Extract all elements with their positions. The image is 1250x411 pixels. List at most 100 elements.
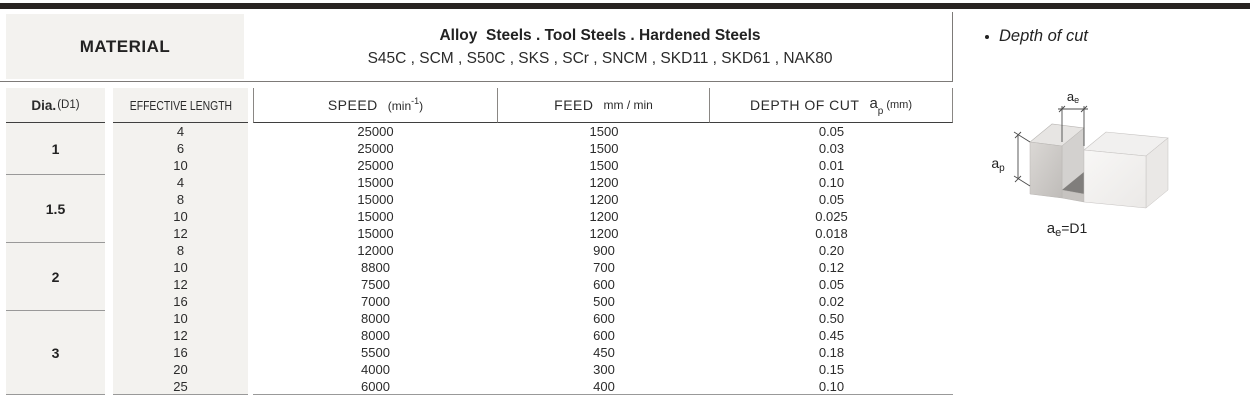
table-row: 12 8000 600 0.45 <box>6 327 953 344</box>
depth-unit: (mm) <box>886 99 912 111</box>
material-value-box: Alloy Steels . Tool Steels . Hardened St… <box>250 14 950 80</box>
top-divider-bar <box>0 3 1250 9</box>
cell-effective-length: 16 <box>173 294 188 309</box>
ae-label: ae <box>1067 89 1079 105</box>
diameter-value: 1.5 <box>6 174 105 242</box>
column-header-effective-length: EFFECTIVE LENGTH <box>113 88 248 123</box>
table-row: 16 5500 450 0.18 <box>6 344 953 361</box>
material-group-title: Alloy Steels . Tool Steels . Hardened St… <box>439 26 761 44</box>
cell-effective-length: 8 <box>176 243 185 258</box>
cutting-conditions-table: 1 4 25000 1500 0.05 6 25000 1500 0.03 10… <box>6 123 953 395</box>
ap-label: ap <box>991 155 1005 174</box>
cell-depth: 0.05 <box>818 124 845 139</box>
table-row: 10 8000 600 0.50 <box>6 310 953 327</box>
cell-depth: 0.20 <box>818 243 845 258</box>
table-row: 10 15000 1200 0.025 <box>6 208 953 225</box>
speed-unit: (min-1) <box>387 96 424 113</box>
cell-depth: 0.018 <box>815 226 848 241</box>
cell-effective-length: 4 <box>176 124 185 139</box>
cell-effective-length: 6 <box>176 141 185 156</box>
cell-feed: 1500 <box>589 124 619 139</box>
cell-effective-length: 10 <box>173 311 188 326</box>
table-row: 8 15000 1200 0.05 <box>6 191 953 208</box>
cell-speed: 15000 <box>357 175 394 190</box>
cell-depth: 0.10 <box>818 175 845 190</box>
column-header-depth-of-cut: DEPTH OF CUT ap (mm) <box>710 88 953 123</box>
ae-dimension <box>1058 105 1088 146</box>
diameter-group-1-5: 1.5 4 15000 1200 0.10 8 15000 1200 0.05 … <box>6 174 953 242</box>
table-row: 12 15000 1200 0.018 <box>6 225 953 242</box>
cell-feed: 600 <box>593 311 615 326</box>
header-right-border <box>952 12 953 82</box>
cell-speed: 15000 <box>357 226 394 241</box>
cell-speed: 4000 <box>361 362 390 377</box>
depth-of-cut-note: Depth of cut <box>985 27 1088 46</box>
cell-feed: 400 <box>593 379 615 394</box>
table-row: 8 12000 900 0.20 <box>6 242 953 259</box>
cell-speed: 6000 <box>361 379 390 394</box>
ap-dimension <box>1013 131 1031 187</box>
table-row: 4 25000 1500 0.05 <box>6 123 953 140</box>
cell-feed: 300 <box>593 362 615 377</box>
diameter-column-background <box>6 123 105 395</box>
table-bottom-line <box>6 394 105 395</box>
depth-of-cut-note-label: Depth of cut <box>999 27 1088 45</box>
cell-feed: 1500 <box>589 141 619 156</box>
table-row: 4 15000 1200 0.10 <box>6 174 953 191</box>
cell-speed: 25000 <box>357 158 394 173</box>
table-row: 16 7000 500 0.02 <box>6 293 953 310</box>
cell-depth: 0.12 <box>818 260 845 275</box>
cell-speed: 12000 <box>357 243 394 258</box>
cell-depth: 0.45 <box>818 328 845 343</box>
material-header-cell: MATERIAL <box>6 14 244 79</box>
cell-effective-length: 4 <box>176 175 185 190</box>
bullet-icon <box>985 35 989 39</box>
cell-feed: 450 <box>593 345 615 360</box>
cell-feed: 1200 <box>589 192 619 207</box>
cell-depth: 0.05 <box>818 277 845 292</box>
cell-speed: 15000 <box>357 209 394 224</box>
cell-effective-length: 25 <box>173 379 188 394</box>
formula-ae-equals-d1: ae=D1 <box>1047 220 1088 239</box>
cell-effective-length: 10 <box>173 260 188 275</box>
cell-depth: 0.10 <box>818 379 845 394</box>
cell-feed: 900 <box>593 243 615 258</box>
column-header-diameter: Dia. (D1) <box>6 88 105 123</box>
table-row: 25 6000 400 0.10 <box>6 378 953 395</box>
table-row: 20 4000 300 0.15 <box>6 361 953 378</box>
diameter-value: 3 <box>6 310 105 395</box>
cell-feed: 1200 <box>589 209 619 224</box>
cell-depth: 0.50 <box>818 311 845 326</box>
cell-feed: 1500 <box>589 158 619 173</box>
cell-speed: 25000 <box>357 141 394 156</box>
cell-speed: 15000 <box>357 192 394 207</box>
cell-depth: 0.18 <box>818 345 845 360</box>
cell-feed: 600 <box>593 328 615 343</box>
cell-feed: 700 <box>593 260 615 275</box>
cell-speed: 8000 <box>361 311 390 326</box>
cell-depth: 0.01 <box>818 158 845 173</box>
depth-of-cut-diagram: ae ap ae=D1 <box>991 89 1169 239</box>
cell-effective-length: 10 <box>173 158 188 173</box>
cell-effective-length: 16 <box>173 345 188 360</box>
cell-depth: 0.15 <box>818 362 845 377</box>
cell-feed: 1200 <box>589 226 619 241</box>
cell-effective-length: 8 <box>176 192 185 207</box>
feed-unit: mm / min <box>603 98 653 112</box>
cell-effective-length: 12 <box>173 328 188 343</box>
cell-depth: 0.05 <box>818 192 845 207</box>
column-header-feed: FEED mm / min <box>498 88 710 123</box>
cell-speed: 7000 <box>361 294 390 309</box>
diameter-value: 2 <box>6 242 105 310</box>
cell-effective-length: 20 <box>173 362 188 377</box>
diameter-group-3: 3 10 8000 600 0.50 12 8000 600 0.45 16 5… <box>6 310 953 395</box>
cell-effective-length: 12 <box>173 277 188 292</box>
cell-depth: 0.03 <box>818 141 845 156</box>
cell-speed: 7500 <box>361 277 390 292</box>
table-row: 6 25000 1500 0.03 <box>6 140 953 157</box>
column-header-speed: SPEED (min-1) <box>253 88 498 123</box>
material-label: MATERIAL <box>79 36 171 56</box>
table-row: 10 25000 1500 0.01 <box>6 157 953 174</box>
length-column-background <box>113 123 248 395</box>
